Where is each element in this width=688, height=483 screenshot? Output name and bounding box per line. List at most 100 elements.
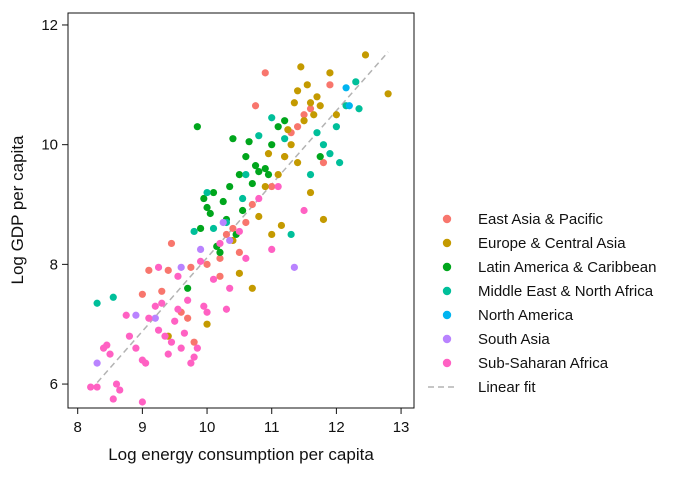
point-sub-saharan-africa xyxy=(145,314,153,322)
point-europe-and-central-asia xyxy=(290,99,298,107)
point-south-asia xyxy=(196,245,205,254)
point-east-asia-and-pacific xyxy=(216,254,224,262)
point-sub-saharan-africa xyxy=(93,383,101,391)
point-middle-east-and-north-africa xyxy=(313,129,321,137)
point-sub-saharan-africa xyxy=(167,338,176,346)
point-sub-saharan-africa xyxy=(174,305,182,313)
legend-marker-latin-america-and-caribbean xyxy=(442,262,452,272)
legend-marker-sub-saharan-africa xyxy=(442,358,452,368)
point-sub-saharan-africa xyxy=(125,332,134,340)
point-europe-and-central-asia xyxy=(300,117,308,125)
point-latin-america-and-caribbean xyxy=(264,170,273,179)
point-east-asia-and-pacific xyxy=(248,200,256,209)
point-latin-america-and-caribbean xyxy=(203,203,211,212)
x-tick-label: 13 xyxy=(393,419,410,436)
point-sub-saharan-africa xyxy=(154,263,163,271)
x-tick-label: 12 xyxy=(328,419,345,436)
point-sub-saharan-africa xyxy=(158,299,166,307)
point-east-asia-and-pacific xyxy=(187,263,195,271)
point-europe-and-central-asia xyxy=(319,215,328,224)
point-sub-saharan-africa xyxy=(274,182,282,191)
point-sub-saharan-africa xyxy=(116,386,124,394)
legend: East Asia & Pacific Europe & Central Asia… xyxy=(428,211,656,396)
point-east-asia-and-pacific xyxy=(229,224,237,233)
point-latin-america-and-caribbean xyxy=(216,248,224,256)
point-middle-east-and-north-africa xyxy=(332,123,340,131)
point-sub-saharan-africa xyxy=(138,398,146,406)
point-east-asia-and-pacific xyxy=(164,266,172,274)
linear-fit-line xyxy=(90,51,389,391)
point-middle-east-and-north-africa xyxy=(239,194,247,203)
fit-line-layer xyxy=(90,51,389,391)
point-north-america xyxy=(342,84,350,92)
point-south-asia xyxy=(226,236,234,245)
point-middle-east-and-north-africa xyxy=(109,293,117,301)
point-europe-and-central-asia xyxy=(287,141,295,149)
point-sub-saharan-africa xyxy=(203,308,211,316)
point-sub-saharan-africa xyxy=(87,383,95,391)
point-east-asia-and-pacific xyxy=(235,248,243,256)
point-sub-saharan-africa xyxy=(242,254,250,262)
point-south-asia xyxy=(93,359,101,367)
point-south-asia xyxy=(177,263,185,271)
point-europe-and-central-asia xyxy=(313,93,321,101)
point-latin-america-and-caribbean xyxy=(268,141,276,149)
point-middle-east-and-north-africa xyxy=(336,159,344,167)
point-middle-east-and-north-africa xyxy=(203,188,211,197)
point-east-asia-and-pacific xyxy=(300,111,308,119)
point-south-asia xyxy=(151,314,159,322)
point-sub-saharan-africa xyxy=(164,350,172,358)
x-axis-title: Log energy consumption per capita xyxy=(108,445,374,464)
point-sub-saharan-africa xyxy=(154,326,163,334)
point-europe-and-central-asia xyxy=(264,150,273,158)
legend-label-middle-east-and-north-africa: Middle East & North Africa xyxy=(478,283,654,300)
point-middle-east-and-north-africa xyxy=(306,170,315,179)
point-east-asia-and-pacific xyxy=(261,69,269,77)
point-sub-saharan-africa xyxy=(193,344,201,352)
point-sub-saharan-africa xyxy=(222,305,231,313)
point-sub-saharan-africa xyxy=(187,359,195,367)
point-sub-saharan-africa xyxy=(151,302,159,310)
point-sub-saharan-africa xyxy=(161,332,169,340)
point-sub-saharan-africa xyxy=(180,329,189,337)
point-latin-america-and-caribbean xyxy=(209,188,218,197)
point-europe-and-central-asia xyxy=(255,212,263,221)
point-east-asia-and-pacific xyxy=(167,239,176,248)
points-layer xyxy=(87,51,392,406)
point-sub-saharan-africa xyxy=(196,257,205,265)
point-south-asia xyxy=(290,263,298,271)
x-tick-label: 9 xyxy=(138,419,146,436)
point-middle-east-and-north-africa xyxy=(255,132,263,140)
point-latin-america-and-caribbean xyxy=(200,194,208,203)
point-east-asia-and-pacific xyxy=(242,218,250,227)
point-middle-east-and-north-africa xyxy=(355,105,363,113)
point-middle-east-and-north-africa xyxy=(209,224,218,233)
point-east-asia-and-pacific xyxy=(203,260,211,268)
legend-marker-south-asia xyxy=(442,334,452,344)
point-europe-and-central-asia xyxy=(277,221,286,230)
point-sub-saharan-africa xyxy=(122,311,130,319)
y-axis-title: Log GDP per capita xyxy=(8,135,27,285)
point-sub-saharan-africa xyxy=(112,380,121,388)
point-east-asia-and-pacific xyxy=(222,230,231,239)
point-sub-saharan-africa xyxy=(171,317,179,325)
point-middle-east-and-north-africa xyxy=(268,114,276,122)
point-middle-east-and-north-africa xyxy=(190,227,198,236)
legend-label-sub-saharan-africa: Sub-Saharan Africa xyxy=(478,355,609,372)
point-europe-and-central-asia xyxy=(306,188,315,197)
point-europe-and-central-asia xyxy=(284,126,292,134)
legend-marker-north-america xyxy=(442,310,452,320)
point-east-asia-and-pacific xyxy=(251,102,260,110)
point-europe-and-central-asia xyxy=(306,99,315,107)
point-sub-saharan-africa xyxy=(200,302,208,310)
point-latin-america-and-caribbean xyxy=(226,182,234,191)
point-europe-and-central-asia xyxy=(261,182,269,191)
point-sub-saharan-africa xyxy=(142,359,150,367)
point-latin-america-and-caribbean xyxy=(235,170,243,179)
x-axis-ticks: 8 9 10 11 12 13 xyxy=(74,408,410,436)
legend-marker-middle-east-and-north-africa xyxy=(442,286,452,296)
point-latin-america-and-caribbean xyxy=(196,224,205,233)
point-south-asia xyxy=(219,218,227,227)
point-sub-saharan-africa xyxy=(255,194,263,203)
